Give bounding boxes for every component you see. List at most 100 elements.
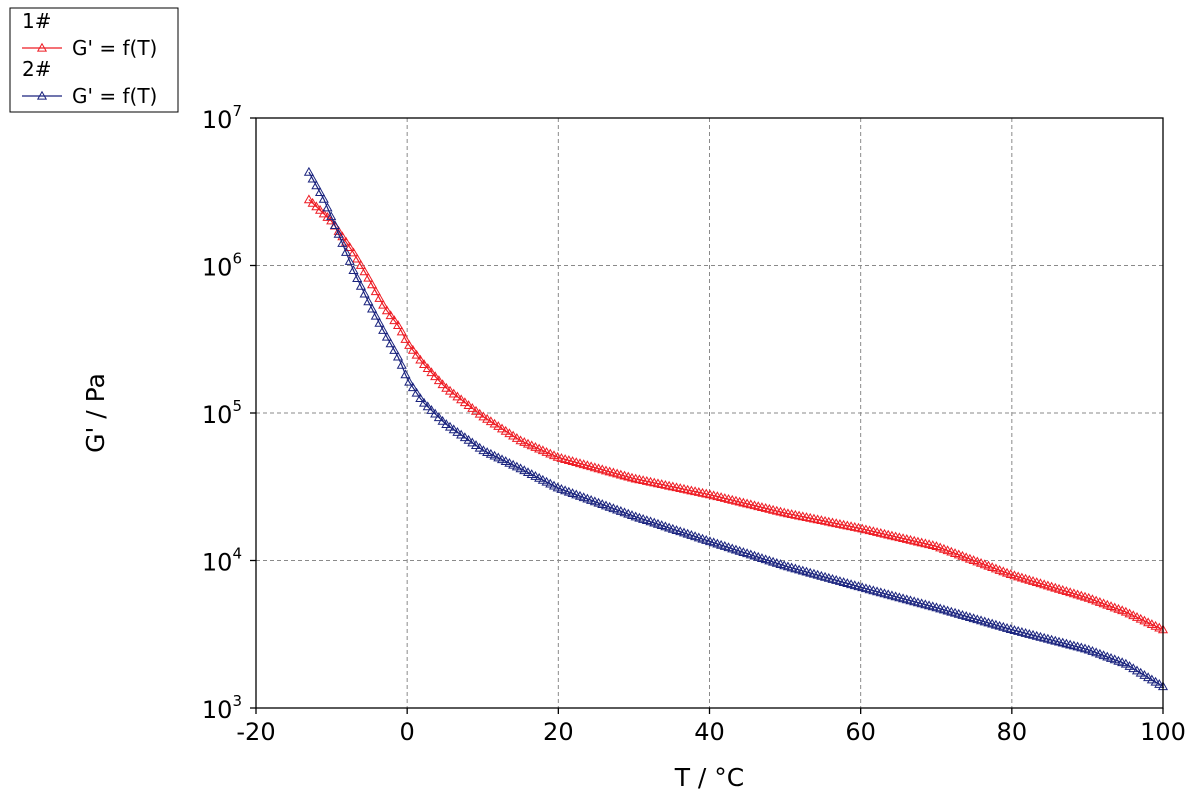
data-point [355, 280, 366, 290]
data-point [400, 333, 411, 343]
data-point [366, 279, 378, 289]
data-point [459, 397, 470, 407]
data-point [433, 375, 444, 385]
data-point [1120, 658, 1131, 668]
data-point [470, 440, 482, 450]
data-point [400, 369, 411, 379]
data-point [322, 211, 333, 221]
data-point [489, 418, 500, 428]
data-point [337, 237, 348, 247]
data-point [1131, 665, 1143, 675]
data-point [381, 305, 392, 315]
data-point [1143, 672, 1154, 682]
data-point [370, 310, 381, 320]
data-point [1128, 663, 1139, 673]
y-tick-base: 10 [202, 106, 233, 134]
legend-group-label: 2# [22, 57, 51, 81]
y-tick-base: 10 [202, 254, 233, 282]
series-layer [303, 166, 1169, 691]
data-point [526, 469, 537, 478]
data-point [311, 180, 322, 190]
data-point [452, 427, 463, 436]
data-point [307, 197, 318, 207]
data-point [314, 204, 326, 214]
data-point [467, 437, 478, 447]
x-tick-label: 60 [845, 718, 876, 746]
data-point [463, 434, 474, 444]
data-point [456, 394, 467, 404]
data-point [448, 424, 459, 434]
data-point [1135, 667, 1146, 677]
y-tick-label: 104 [202, 545, 242, 577]
series-2 [303, 166, 1169, 691]
data-point [404, 340, 415, 349]
data-point [378, 325, 389, 334]
y-tick-label: 103 [202, 692, 242, 724]
legend-series-label: G' = f(T) [72, 84, 157, 108]
data-point [378, 299, 389, 309]
legend-swatch-marker [36, 42, 48, 52]
y-tick-exponent: 6 [232, 250, 242, 268]
data-point [441, 419, 452, 429]
grid [256, 118, 1163, 708]
data-point [303, 166, 314, 176]
data-point [493, 421, 504, 430]
data-point [303, 194, 314, 204]
y-tick-base: 10 [202, 549, 233, 577]
series-line [308, 171, 1164, 687]
data-point [396, 359, 407, 369]
x-tick-label: 20 [543, 718, 574, 746]
data-point [426, 405, 437, 414]
data-point [534, 472, 545, 482]
data-point [340, 247, 352, 256]
series-line [308, 199, 1164, 631]
data-point [411, 387, 422, 397]
x-axis-title: T / °C [674, 763, 745, 792]
legend: 1# G' = f(T) 2# G' = f(T) [9, 7, 179, 113]
data-point [363, 272, 374, 282]
data-point [1146, 674, 1157, 684]
data-point [311, 201, 322, 211]
data-point [452, 391, 463, 401]
data-point [392, 320, 404, 330]
data-point [326, 211, 337, 221]
data-point [344, 242, 355, 251]
x-tick-label: 0 [400, 718, 415, 746]
data-point [430, 371, 441, 381]
y-tick-label: 107 [202, 102, 242, 134]
data-point [437, 415, 448, 425]
data-point [422, 401, 433, 411]
y-tick-exponent: 4 [232, 545, 242, 563]
data-point [374, 293, 385, 302]
data-point [444, 421, 456, 431]
data-point [511, 433, 522, 442]
data-point [433, 412, 444, 422]
data-point [1124, 661, 1135, 670]
data-point [415, 354, 426, 364]
data-point [329, 220, 340, 229]
data-point [348, 265, 359, 274]
x-axis: -20 0 20 40 60 80 100 [236, 708, 1186, 746]
data-point [537, 474, 548, 484]
data-point [467, 402, 478, 412]
y-tick-base: 10 [202, 696, 233, 724]
data-point [418, 359, 430, 369]
data-point [444, 385, 456, 395]
data-point [352, 253, 363, 263]
data-point [307, 173, 318, 183]
data-point [485, 416, 496, 426]
y-tick-exponent: 7 [232, 102, 242, 120]
data-point [500, 425, 511, 435]
data-point [374, 317, 385, 327]
data-point [504, 428, 515, 438]
data-point [385, 338, 396, 348]
data-point [381, 331, 392, 341]
data-point [482, 413, 493, 423]
x-tick-label: 80 [997, 718, 1028, 746]
data-point [519, 465, 530, 475]
legend-swatch-marker [36, 90, 48, 100]
x-tick-label: 100 [1140, 718, 1186, 746]
data-point [366, 303, 378, 313]
